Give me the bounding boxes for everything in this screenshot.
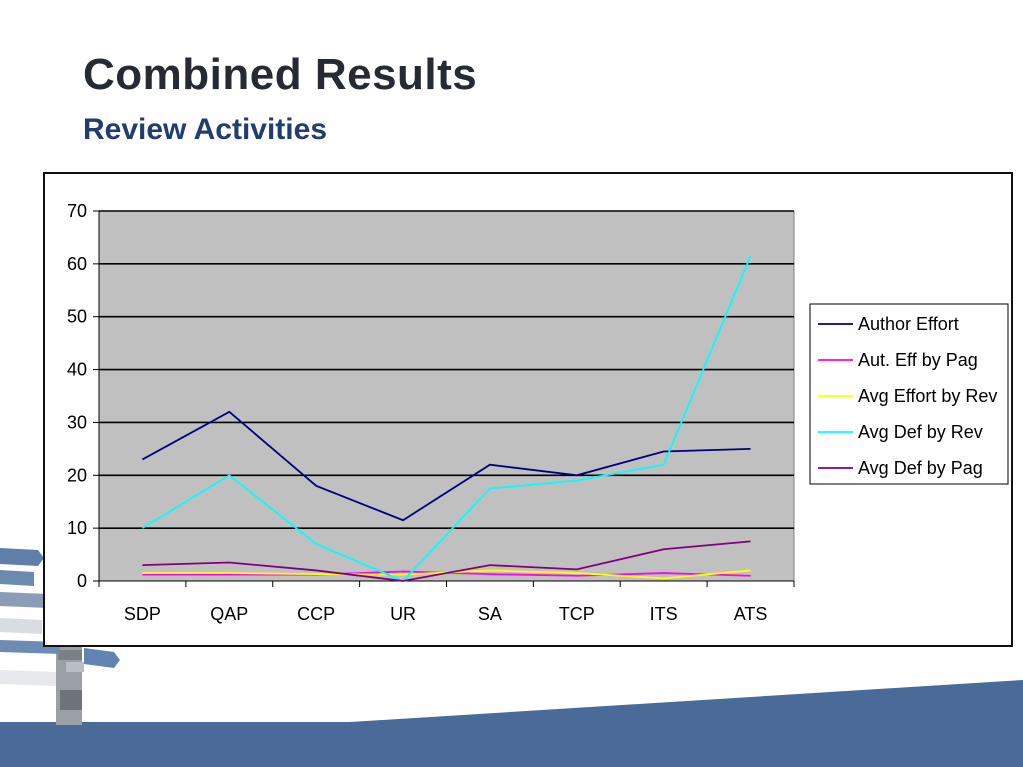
plot-area [98,210,795,582]
chart-frame: 0 10 20 30 40 50 60 70 SDP QAP CCP UR SA TCP ITS ATS Aut… [43,172,1013,647]
legend-label: Author Effort [858,314,959,334]
legend-label: Avg Def by Pag [858,458,983,478]
legend-box [809,303,1009,485]
slide-title: Combined Results [83,50,478,99]
line-chart: 0 10 20 30 40 50 60 70 SDP QAP CCP UR SA TCP ITS ATS Aut… [67,201,1009,624]
legend-label: Avg Effort by Rev [858,386,997,406]
x-tick-label: UR [390,604,416,624]
legend-label: Avg Def by Rev [858,422,983,442]
x-tick-label: TCP [559,604,595,624]
y-tick-label: 50 [67,307,87,327]
series-line-4 [141,255,752,583]
slide-subtitle: Review Activities [83,113,327,146]
y-tick-label: 40 [67,360,87,380]
series-line-5 [142,540,751,582]
y-tick-label: 10 [67,518,87,538]
y-tick-label: 0 [77,571,87,591]
x-tick-label: QAP [210,604,248,624]
x-tick-label: ATS [734,604,768,624]
y-tick-label: 60 [67,254,87,274]
y-tick-label: 30 [67,412,87,432]
series-line-1 [142,410,751,522]
x-tick-label: ITS [650,604,678,624]
legend-label: Aut. Eff by Pag [858,350,978,370]
x-tick-label: CCP [297,604,335,624]
y-tick-label: 20 [67,465,87,485]
y-tick-label: 70 [67,201,87,221]
x-tick-label: SA [478,604,502,624]
x-tick-label: SDP [124,604,161,624]
